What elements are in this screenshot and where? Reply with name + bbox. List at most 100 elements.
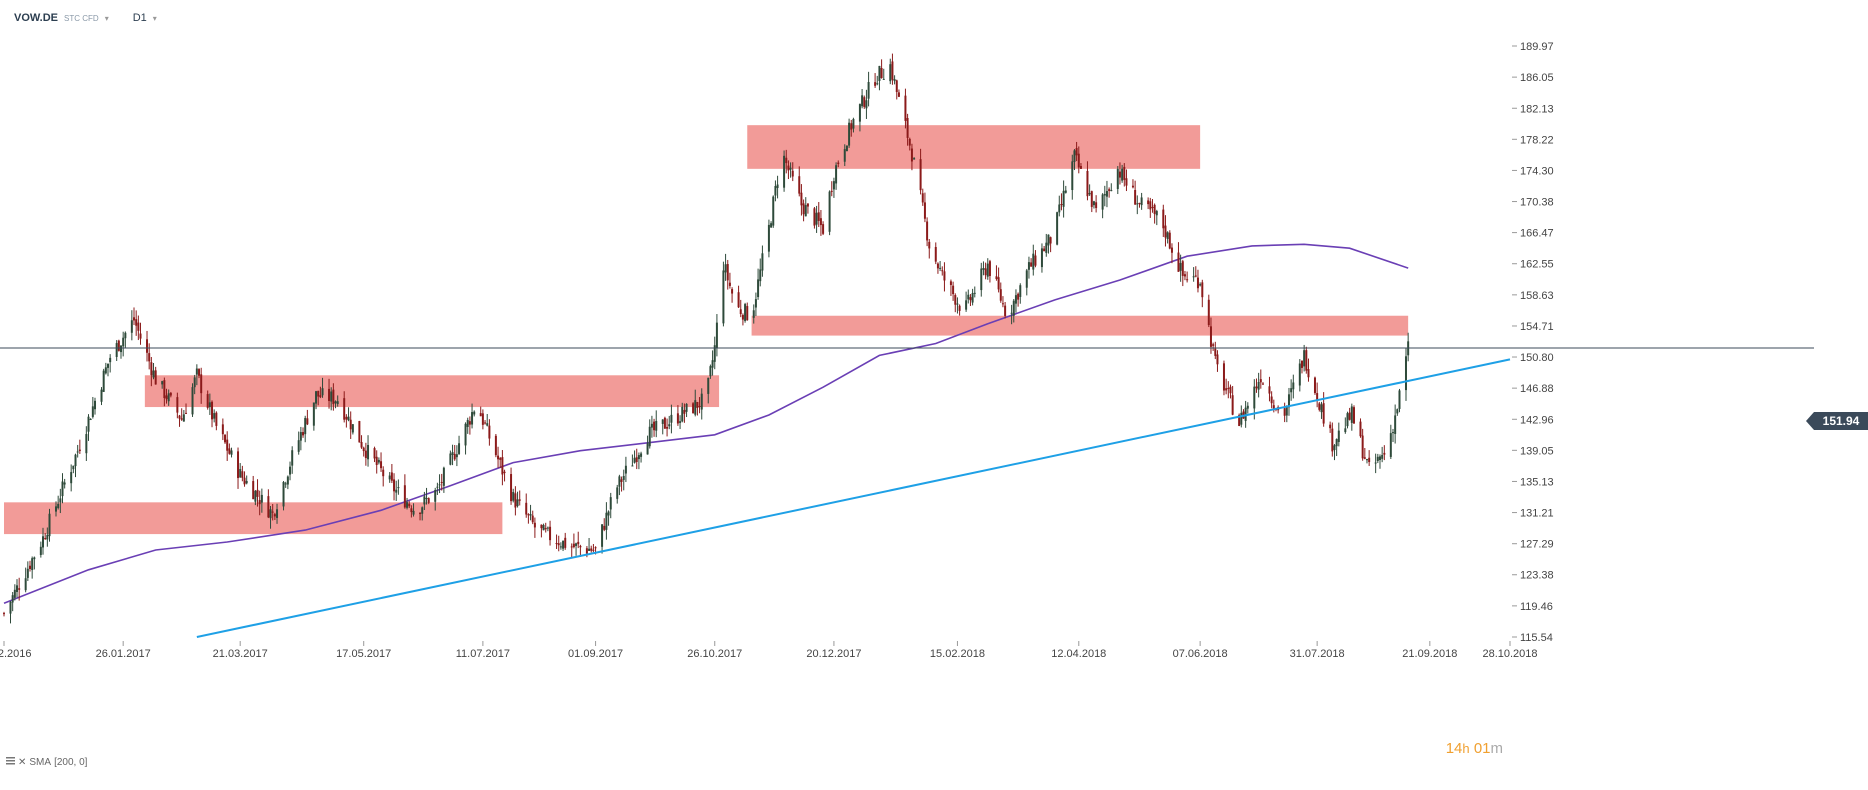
candle-body <box>965 300 968 310</box>
candle-timer: 14h 01m <box>1446 740 1503 757</box>
candle-body <box>1344 428 1347 433</box>
candle-body <box>1300 360 1303 368</box>
candle-body <box>70 472 73 484</box>
candle-body <box>211 401 214 420</box>
candle-body <box>850 123 853 130</box>
candle-body <box>1073 150 1076 162</box>
candle-body <box>594 547 597 549</box>
chart-header: VOW.DE STC CFD ▾ D1 ▾ <box>14 12 175 24</box>
candle-body <box>373 448 376 459</box>
candle-body <box>1363 457 1366 459</box>
candle-body <box>1071 161 1074 191</box>
candle-body <box>271 511 274 513</box>
candle-body <box>590 548 593 551</box>
candle-body <box>685 403 688 412</box>
candle-body <box>282 481 285 507</box>
candle-body <box>895 80 898 93</box>
candle-body <box>497 455 500 460</box>
candle-body <box>1240 412 1243 425</box>
candle-body <box>1222 363 1225 391</box>
candle-body <box>74 454 77 467</box>
menu-icon[interactable] <box>6 757 15 768</box>
candle-body <box>1179 263 1182 271</box>
candle-body <box>1030 262 1033 267</box>
candle-body <box>63 482 66 485</box>
candle-body <box>488 425 491 439</box>
candle-body <box>774 185 777 196</box>
candle-body <box>817 212 820 221</box>
candle-body <box>1103 194 1106 196</box>
candle-body <box>137 322 140 331</box>
candle-body <box>1348 412 1351 420</box>
candle-body <box>1062 190 1065 207</box>
y-tick-label: 162.55 <box>1520 259 1554 271</box>
candle-body <box>1216 354 1219 365</box>
candle-body <box>711 360 714 368</box>
candle-body <box>104 367 107 374</box>
x-tick-label: 15.02.2018 <box>930 648 985 660</box>
candle-body <box>731 289 734 294</box>
candle-body <box>1164 225 1167 238</box>
candle-body <box>351 424 354 433</box>
candle-body <box>503 471 506 474</box>
candle-body <box>410 508 413 513</box>
candle-body <box>267 496 270 518</box>
candle-body <box>936 263 939 269</box>
candle-body <box>42 536 45 548</box>
candle-body <box>1270 396 1273 404</box>
candle-body <box>29 565 32 569</box>
candle-body <box>878 65 881 82</box>
candle-body <box>471 412 474 425</box>
y-tick-label: 123.38 <box>1520 570 1554 582</box>
candle-body <box>425 498 428 500</box>
candle-body <box>1058 204 1061 213</box>
y-tick-label: 166.47 <box>1520 228 1554 240</box>
candle-body <box>1155 211 1158 216</box>
timeframe-dropdown-icon[interactable]: ▾ <box>152 13 157 23</box>
candle-body <box>213 413 216 419</box>
candle-body <box>345 416 348 420</box>
candle-body <box>1064 190 1067 193</box>
candle-body <box>967 294 970 300</box>
y-tick-label: 127.29 <box>1520 539 1554 551</box>
candle-body <box>637 455 640 460</box>
candle-body <box>1019 285 1022 297</box>
lines-layer <box>0 347 1814 638</box>
x-tick-label: 21.09.2018 <box>1402 648 1457 660</box>
candle-body <box>178 415 181 419</box>
candle-body <box>1352 407 1355 424</box>
candle-body <box>631 465 634 467</box>
candle-body <box>1346 413 1349 427</box>
indicator-label: ✕ SMA [200, 0] <box>6 757 87 768</box>
y-tick-label: 139.05 <box>1520 445 1554 457</box>
candle-body <box>668 424 671 427</box>
timeframe-label[interactable]: D1 <box>132 12 147 24</box>
candle-body <box>388 475 391 480</box>
candle-body <box>61 481 64 497</box>
candle-body <box>1196 277 1199 289</box>
candle-body <box>1108 189 1111 191</box>
candle-body <box>622 475 625 480</box>
candle-body <box>198 369 201 376</box>
candle-body <box>1378 456 1381 461</box>
candle-body <box>332 389 335 405</box>
candle-body <box>666 426 669 429</box>
symbol-label[interactable]: VOW.DE <box>14 12 59 24</box>
y-tick-label: 150.80 <box>1520 352 1554 364</box>
candle-body <box>529 514 532 516</box>
candle-body <box>395 489 398 493</box>
candle-body <box>1255 386 1258 389</box>
candle-body <box>243 477 246 485</box>
candle-body <box>230 450 233 455</box>
candle-body <box>72 465 75 470</box>
candle-body <box>78 449 81 452</box>
candle-body <box>1298 363 1301 386</box>
candle-body <box>676 413 679 424</box>
candle-body <box>1257 382 1260 390</box>
symbol-dropdown-icon[interactable]: ▾ <box>104 13 109 23</box>
candle-body <box>943 271 946 281</box>
candle-body <box>258 500 261 505</box>
close-indicator-icon[interactable]: ✕ <box>18 757 27 768</box>
candle-body <box>1231 395 1234 415</box>
